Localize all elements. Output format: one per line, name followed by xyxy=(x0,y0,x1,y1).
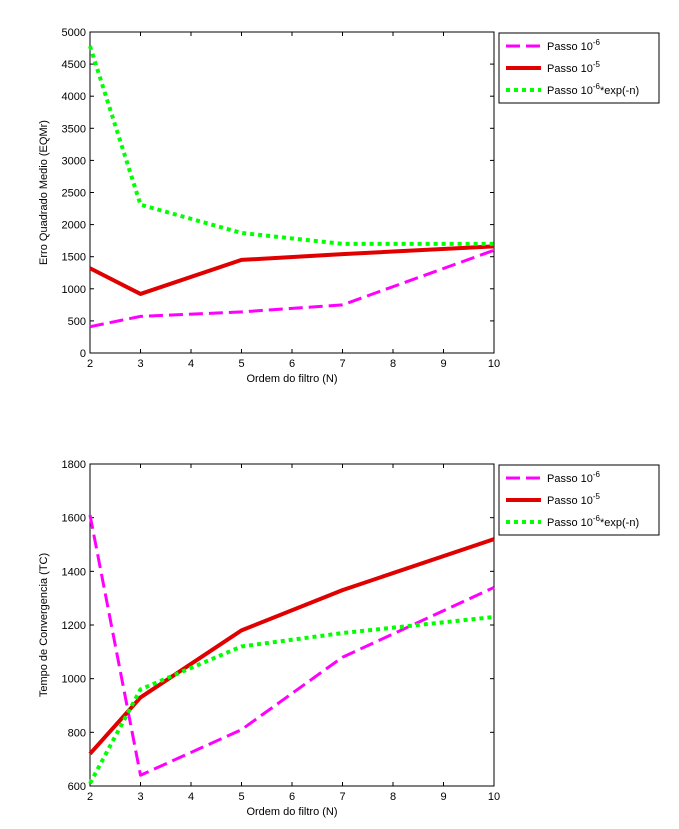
legend-label-3: Passo 10-6*exp(-n) xyxy=(547,514,639,529)
legend-label-2: Passo 10-5 xyxy=(547,492,601,507)
y-tick-label: 5000 xyxy=(62,27,86,39)
legend-label-1: Passo 10-6 xyxy=(547,470,601,485)
y-tick-label: 1500 xyxy=(62,252,86,264)
y-axis-label: Tempo de Convergencia (TC) xyxy=(38,553,50,697)
x-tick-label: 4 xyxy=(188,791,194,803)
y-tick-label: 800 xyxy=(68,727,86,739)
x-tick-label: 4 xyxy=(188,358,194,370)
series-line-2 xyxy=(88,537,495,756)
x-tick-label: 8 xyxy=(390,358,396,370)
x-axis-label: Ordem do filtro (N) xyxy=(246,373,337,385)
legend-label-2: Passo 10-5 xyxy=(547,60,601,75)
legend-label-3: Passo 10-6*exp(-n) xyxy=(547,82,639,97)
y-tick-label: 1800 xyxy=(62,459,86,471)
x-tick-label: 5 xyxy=(238,358,244,370)
y-tick-label: 0 xyxy=(80,348,86,360)
x-tick-label: 10 xyxy=(488,791,500,803)
y-tick-label: 4000 xyxy=(62,91,86,103)
y-tick-label: 2500 xyxy=(62,188,86,200)
chart-1: 2 3 4 5 6 7 8 9 10 0 500 1000 1500 2000 2500 3000 3500 40… xyxy=(38,27,660,385)
x-tick-label: 7 xyxy=(339,358,345,370)
x-tick-label: 7 xyxy=(339,791,345,803)
x-tick-label: 6 xyxy=(289,791,295,803)
legend: Passo 10-6 Passo 10-5 Passo 10-6*exp(-n) xyxy=(498,464,660,536)
plot-area xyxy=(89,31,495,354)
x-tick-label: 3 xyxy=(137,791,143,803)
x-tick-label: 5 xyxy=(238,791,244,803)
y-tick-label: 4500 xyxy=(62,59,86,71)
y-tick-label: 600 xyxy=(68,781,86,793)
y-tick-label: 1400 xyxy=(62,566,86,578)
x-axis-label: Ordem do filtro (N) xyxy=(246,806,337,818)
x-tick-label: 2 xyxy=(87,791,93,803)
series-line-2 xyxy=(89,244,495,296)
y-tick-label: 1200 xyxy=(62,620,86,632)
x-tick-label: 8 xyxy=(390,791,396,803)
series-line-1 xyxy=(89,248,495,329)
legend-label-1: Passo 10-6 xyxy=(547,38,601,53)
y-tick-label: 1000 xyxy=(62,674,86,686)
chart-2: 2 3 4 5 6 7 8 9 10 600 800 1000 1200 1400 1600 1800 Orde… xyxy=(38,459,660,818)
y-tick-label: 2000 xyxy=(62,220,86,232)
x-tick-label: 3 xyxy=(137,358,143,370)
y-tick-label: 1600 xyxy=(62,513,86,525)
x-tick-label: 10 xyxy=(488,358,500,370)
series-line-3 xyxy=(88,614,495,785)
legend: Passo 10-6 Passo 10-5 Passo 10-6*exp(-n) xyxy=(498,32,660,104)
y-tick-label: 3000 xyxy=(62,155,86,167)
y-tick-label: 3500 xyxy=(62,123,86,135)
x-tick-label: 2 xyxy=(87,358,93,370)
x-tick-label: 6 xyxy=(289,358,295,370)
x-tick-label: 9 xyxy=(440,358,446,370)
y-tick-label: 500 xyxy=(68,316,86,328)
x-tick-label: 9 xyxy=(440,791,446,803)
y-tick-label: 1000 xyxy=(62,284,86,296)
y-axis-label: Erro Quadrado Medio (EQMr) xyxy=(38,120,50,265)
